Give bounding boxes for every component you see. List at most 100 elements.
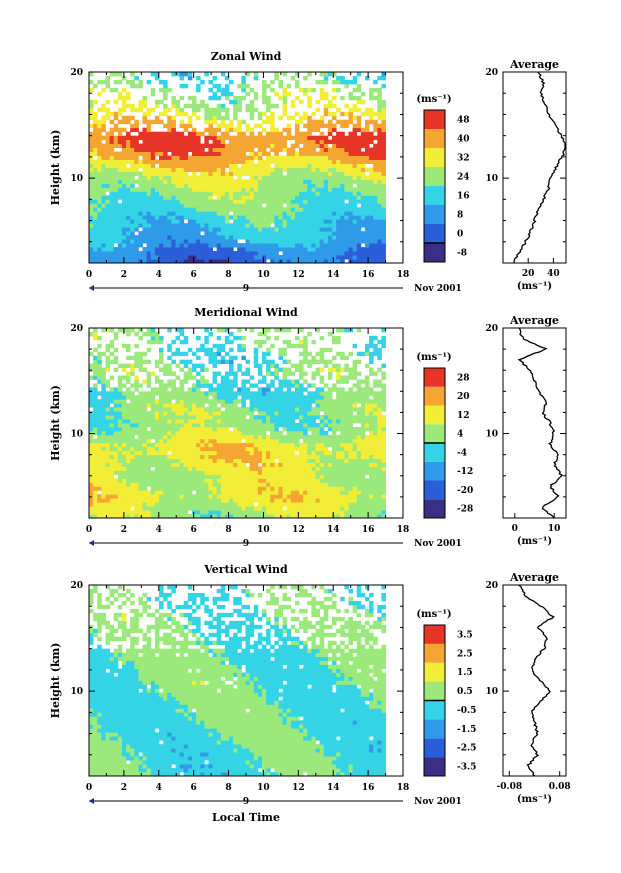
heatmap-cell bbox=[150, 211, 156, 216]
heatmap-cell bbox=[233, 498, 238, 503]
heatmap-cell bbox=[352, 179, 358, 184]
heatmap-cell bbox=[130, 143, 135, 149]
heatmap-cell bbox=[340, 187, 345, 192]
heatmap-cell bbox=[377, 107, 382, 113]
heatmap-cell bbox=[237, 446, 242, 452]
heatmap-cell bbox=[89, 99, 94, 105]
heatmap-cell bbox=[229, 195, 234, 200]
heatmap-cell bbox=[344, 111, 349, 117]
heatmap-cell bbox=[146, 231, 152, 236]
heatmap-cell bbox=[163, 223, 168, 228]
heatmap-cell bbox=[381, 183, 386, 188]
heatmap-cell bbox=[261, 171, 267, 176]
heatmap-cell bbox=[187, 407, 193, 412]
heatmap-cell bbox=[249, 251, 255, 256]
heatmap-cell bbox=[171, 510, 176, 515]
heatmap-cell bbox=[126, 403, 131, 408]
heatmap-cell bbox=[294, 514, 300, 519]
heatmap-cell bbox=[323, 450, 329, 456]
heatmap-cell bbox=[237, 478, 242, 483]
heatmap-cell bbox=[257, 458, 263, 463]
heatmap-cell bbox=[117, 454, 123, 460]
heatmap-cell bbox=[323, 231, 329, 236]
heatmap-cell bbox=[105, 151, 110, 156]
heatmap-cell bbox=[101, 247, 106, 252]
heatmap-cell bbox=[150, 454, 156, 460]
heatmap-cell bbox=[89, 183, 94, 188]
heatmap-cell bbox=[253, 203, 259, 208]
heatmap-cell bbox=[109, 151, 115, 156]
heatmap-cell bbox=[134, 482, 139, 487]
heatmap-cell bbox=[315, 143, 321, 149]
heatmap-cell bbox=[261, 450, 267, 456]
heatmap-cell bbox=[204, 151, 209, 156]
heatmap-cell bbox=[336, 203, 341, 208]
heatmap-cell bbox=[163, 510, 168, 515]
heatmap-cell bbox=[220, 462, 226, 467]
heatmap-cell bbox=[93, 203, 98, 208]
heatmap-cell bbox=[274, 91, 279, 97]
heatmap-cell bbox=[109, 498, 115, 503]
heatmap-cell bbox=[307, 167, 312, 172]
heatmap-cell bbox=[369, 215, 374, 220]
heatmap-cell bbox=[97, 466, 102, 471]
heatmap-cell bbox=[294, 175, 300, 180]
heatmap-cell bbox=[117, 251, 123, 256]
heatmap-cell bbox=[233, 179, 238, 184]
heatmap-cell bbox=[159, 411, 164, 416]
heatmap-cell bbox=[286, 223, 292, 228]
heatmap-cell bbox=[327, 498, 333, 503]
heatmap-cell bbox=[299, 151, 304, 156]
heatmap-cell bbox=[196, 75, 201, 81]
heatmap-cell bbox=[154, 139, 160, 145]
heatmap-cell bbox=[89, 115, 94, 121]
heatmap-cell bbox=[126, 474, 131, 479]
heatmap-cell bbox=[146, 470, 152, 475]
heatmap-cell bbox=[266, 83, 271, 89]
heatmap-cell bbox=[352, 419, 358, 424]
heatmap-cell bbox=[303, 175, 308, 180]
heatmap-cell bbox=[216, 155, 222, 160]
heatmap-cell bbox=[208, 119, 213, 125]
heatmap-cell bbox=[356, 490, 362, 495]
heatmap-cell bbox=[241, 490, 246, 495]
heatmap-cell bbox=[261, 506, 267, 511]
heatmap-cell bbox=[220, 72, 226, 77]
heatmap-cell bbox=[200, 243, 205, 248]
heatmap-cell bbox=[278, 159, 283, 164]
heatmap-cell bbox=[89, 231, 94, 236]
heatmap-cell bbox=[126, 119, 131, 125]
heatmap-cell bbox=[344, 207, 349, 212]
heatmap-cell bbox=[208, 399, 213, 404]
heatmap-cell bbox=[200, 183, 205, 188]
heatmap-cell bbox=[377, 167, 382, 172]
heatmap-cell bbox=[220, 490, 226, 495]
heatmap-cell bbox=[332, 203, 337, 208]
heatmap-cell bbox=[229, 434, 234, 440]
heatmap-cell bbox=[134, 458, 139, 463]
heatmap-cell bbox=[270, 219, 275, 224]
heatmap-cell bbox=[282, 175, 288, 180]
heatmap-cell bbox=[274, 179, 279, 184]
heatmap-cell bbox=[319, 446, 325, 452]
heatmap-cell bbox=[241, 215, 246, 220]
heatmap-cell bbox=[241, 510, 246, 515]
heatmap-cell bbox=[196, 219, 201, 224]
heatmap-cell bbox=[336, 243, 341, 248]
heatmap-cell bbox=[377, 482, 382, 487]
heatmap-cell bbox=[204, 255, 209, 260]
heatmap-cell bbox=[373, 407, 378, 412]
heatmap-cell bbox=[261, 434, 267, 440]
heatmap-cell bbox=[105, 187, 110, 192]
heatmap-cell bbox=[340, 470, 345, 475]
heatmap-cell bbox=[274, 163, 279, 168]
heatmap-cell bbox=[130, 159, 135, 164]
heatmap-cell bbox=[274, 514, 279, 519]
heatmap-cell bbox=[278, 223, 283, 228]
heatmap-cell bbox=[130, 255, 135, 260]
heatmap-cell bbox=[290, 115, 296, 121]
heatmap-cell bbox=[266, 506, 271, 511]
heatmap-cell bbox=[204, 115, 209, 121]
heatmap-cell bbox=[274, 423, 279, 428]
heatmap-cell bbox=[360, 474, 366, 479]
